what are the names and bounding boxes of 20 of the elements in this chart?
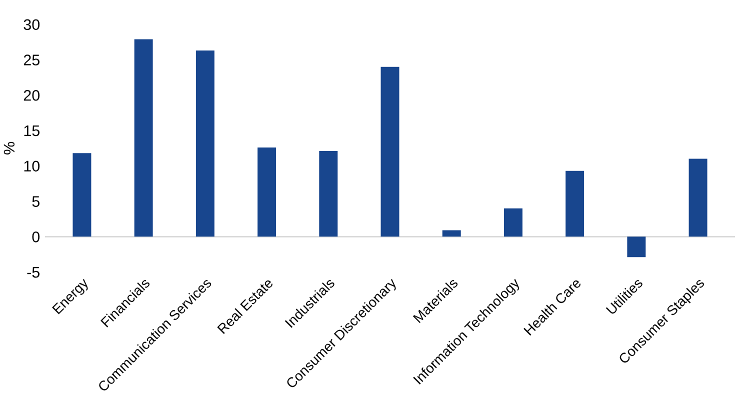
- bar: [627, 236, 646, 258]
- bar: [688, 158, 708, 237]
- bar: [72, 153, 92, 237]
- y-tick-label: 20: [24, 90, 40, 101]
- bar: [196, 50, 214, 237]
- bar: [442, 230, 461, 237]
- y-tick-label: 5: [32, 196, 40, 207]
- y-tick-label: 30: [24, 19, 40, 30]
- bar: [258, 147, 276, 237]
- y-tick-label: 25: [24, 54, 40, 66]
- bar: [319, 151, 338, 237]
- y-axis-title: %: [4, 142, 15, 154]
- bar: [566, 170, 584, 237]
- y-tick-label: 15: [24, 126, 40, 136]
- bar: [504, 208, 522, 237]
- y-tick-label: 10: [24, 160, 40, 172]
- y-tick-label: 0: [32, 232, 40, 242]
- bar: [134, 39, 153, 237]
- bar: [380, 66, 400, 237]
- y-tick-label: -5: [27, 267, 40, 278]
